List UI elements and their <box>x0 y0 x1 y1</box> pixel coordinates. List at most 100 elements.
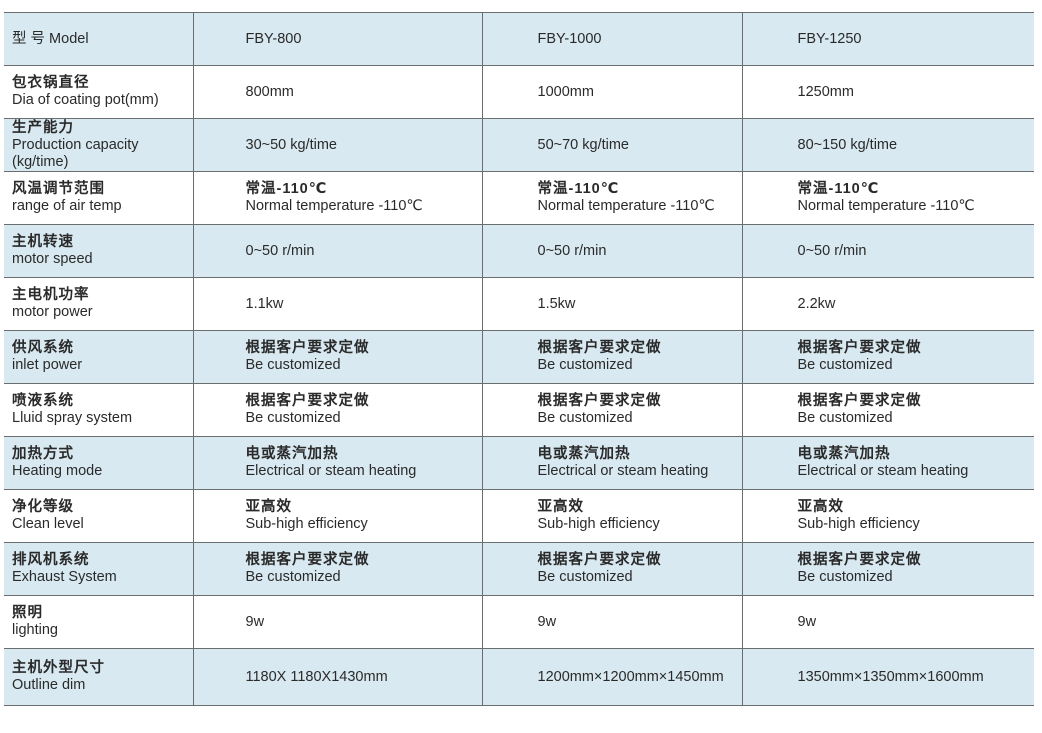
cell-text: 80~150 kg/time <box>797 136 898 153</box>
value-cell-model-1: 根据客户要求定做 Be customized <box>192 542 482 596</box>
row-label: 主机转速 motor speed <box>4 224 193 278</box>
value-cell-model-3: 常温-110℃ Normal temperature -110℃ <box>741 171 1034 225</box>
cell-text: 50~70 kg/time <box>537 136 630 153</box>
value-cell-model-1: 30~50 kg/time <box>192 118 482 172</box>
cell-text: lighting <box>12 622 58 638</box>
cell-text: 0~50 r/min <box>537 242 607 259</box>
cell-text: 9w <box>245 613 265 630</box>
cell-text: 0~50 r/min <box>245 242 315 259</box>
cell-text: FBY-1250 <box>797 30 862 47</box>
table-row: 加热方式 Heating mode 电或蒸汽加热 Electrical or stea… <box>4 436 1034 490</box>
cell-text: 型 号 Model <box>12 30 89 47</box>
cell-text: Be customized <box>245 357 341 373</box>
cell-text: Electrical or steam heating <box>537 463 709 479</box>
cell-text-zh: 电或蒸汽加热 <box>537 446 631 462</box>
table-row: 主机外型尺寸 Outline dim 1180X 1180X1430mm 1200mm… <box>4 648 1034 706</box>
table-row: 照明 lighting 9w 9w 9w <box>4 595 1034 649</box>
value-cell-model-3: 根据客户要求定做 Be customized <box>741 542 1034 596</box>
value-cell-model-3: 0~50 r/min <box>741 224 1034 278</box>
value-cell-model-1: 常温-110℃ Normal temperature -110℃ <box>192 171 482 225</box>
cell-text: 1.5kw <box>537 295 576 312</box>
cell-text: Dia of coating pot(mm) <box>12 92 159 108</box>
cell-text: Normal temperature -110℃ <box>797 198 975 214</box>
cell-text: 9w <box>537 613 557 630</box>
value-cell-model-2: 根据客户要求定做 Be customized <box>481 542 742 596</box>
cell-text: Sub-high efficiency <box>537 516 660 532</box>
cell-text-zh: 亚高效 <box>245 499 292 515</box>
row-label: 供风系统 inlet power <box>4 330 193 384</box>
spec-table: 型 号 Model FBY-800 FBY-1000 FBY-1250 包衣锅直径 Dia… <box>4 12 1034 706</box>
row-label: 风温调节范围 range of air temp <box>4 171 193 225</box>
cell-text: Exhaust System <box>12 569 117 585</box>
value-cell-model-1: 1180X 1180X1430mm <box>192 648 482 706</box>
value-cell-model-1: 9w <box>192 595 482 649</box>
value-cell-model-2: 1200mm×1200mm×1450mm <box>481 648 742 706</box>
cell-text: 800mm <box>245 83 294 100</box>
row-label: 净化等级 Clean level <box>4 489 193 543</box>
cell-text-zh: 电或蒸汽加热 <box>245 446 339 462</box>
cell-text-zh: 包衣锅直径 <box>12 75 90 91</box>
value-cell-model-3: 亚高效 Sub-high efficiency <box>741 489 1034 543</box>
cell-text-zh: 亚高效 <box>537 499 584 515</box>
cell-text-zh: 根据客户要求定做 <box>797 340 922 356</box>
cell-text: 1000mm <box>537 83 594 100</box>
value-cell-model-2: 1000mm <box>481 65 742 119</box>
cell-text: Be customized <box>797 410 893 426</box>
value-cell-model-3: 电或蒸汽加热 Electrical or steam heating <box>741 436 1034 490</box>
cell-text: Production capacity (kg/time) <box>12 136 139 170</box>
row-label: 喷液系统 Lluid spray system <box>4 383 193 437</box>
cell-text: Heating mode <box>12 463 103 479</box>
value-cell-model-1: 0~50 r/min <box>192 224 482 278</box>
cell-text-zh: 根据客户要求定做 <box>537 393 662 409</box>
cell-text: 2.2kw <box>797 295 836 312</box>
value-cell-model-1: 根据客户要求定做 Be customized <box>192 330 482 384</box>
cell-text-zh: 主机转速 <box>12 234 74 250</box>
cell-text: FBY-800 <box>245 30 302 47</box>
cell-text-zh: 供风系统 <box>12 340 74 356</box>
row-label: 排风机系统 Exhaust System <box>4 542 193 596</box>
cell-text: Be customized <box>537 569 633 585</box>
value-cell-model-3: 9w <box>741 595 1034 649</box>
cell-text: FBY-1000 <box>537 30 602 47</box>
cell-text: Outline dim <box>12 677 86 693</box>
cell-text: 1.1kw <box>245 295 284 312</box>
value-cell-model-2: 根据客户要求定做 Be customized <box>481 383 742 437</box>
table-row: 生产能力 Production capacity (kg/time) 30~50 k… <box>4 118 1034 172</box>
value-cell-model-2: FBY-1000 <box>481 12 742 66</box>
cell-text-zh: 生产能力 <box>12 119 74 136</box>
row-label: 生产能力 Production capacity (kg/time) <box>4 118 193 172</box>
value-cell-model-2: 根据客户要求定做 Be customized <box>481 330 742 384</box>
value-cell-model-1: 根据客户要求定做 Be customized <box>192 383 482 437</box>
value-cell-model-1: 1.1kw <box>192 277 482 331</box>
value-cell-model-3: 1350mm×1350mm×1600mm <box>741 648 1034 706</box>
value-cell-model-2: 电或蒸汽加热 Electrical or steam heating <box>481 436 742 490</box>
cell-text: 1180X 1180X1430mm <box>245 668 388 685</box>
cell-text: 30~50 kg/time <box>245 136 338 153</box>
cell-text-zh: 常温-110℃ <box>245 181 328 197</box>
cell-text: 9w <box>797 613 817 630</box>
row-label: 照明 lighting <box>4 595 193 649</box>
row-label: 主机外型尺寸 Outline dim <box>4 648 193 706</box>
cell-text-zh: 亚高效 <box>797 499 844 515</box>
table-row: 喷液系统 Lluid spray system 根据客户要求定做 Be customi… <box>4 383 1034 437</box>
cell-text: Electrical or steam heating <box>245 463 417 479</box>
value-cell-model-3: 根据客户要求定做 Be customized <box>741 383 1034 437</box>
row-label: 加热方式 Heating mode <box>4 436 193 490</box>
cell-text: Be customized <box>245 410 341 426</box>
cell-text: Electrical or steam heating <box>797 463 969 479</box>
value-cell-model-2: 50~70 kg/time <box>481 118 742 172</box>
value-cell-model-1: 亚高效 Sub-high efficiency <box>192 489 482 543</box>
cell-text-zh: 根据客户要求定做 <box>537 340 662 356</box>
value-cell-model-1: 800mm <box>192 65 482 119</box>
cell-text: Sub-high efficiency <box>245 516 368 532</box>
value-cell-model-2: 常温-110℃ Normal temperature -110℃ <box>481 171 742 225</box>
table-row: 型 号 Model FBY-800 FBY-1000 FBY-1250 <box>4 12 1034 66</box>
cell-text: 0~50 r/min <box>797 242 867 259</box>
cell-text-zh: 根据客户要求定做 <box>245 552 370 568</box>
table-row: 净化等级 Clean level 亚高效 Sub-high efficiency 亚高效… <box>4 489 1034 543</box>
value-cell-model-3: 1250mm <box>741 65 1034 119</box>
cell-text: 1200mm×1200mm×1450mm <box>537 668 724 685</box>
cell-text: Normal temperature -110℃ <box>537 198 715 214</box>
cell-text-zh: 喷液系统 <box>12 393 74 409</box>
cell-text-zh: 电或蒸汽加热 <box>797 446 891 462</box>
